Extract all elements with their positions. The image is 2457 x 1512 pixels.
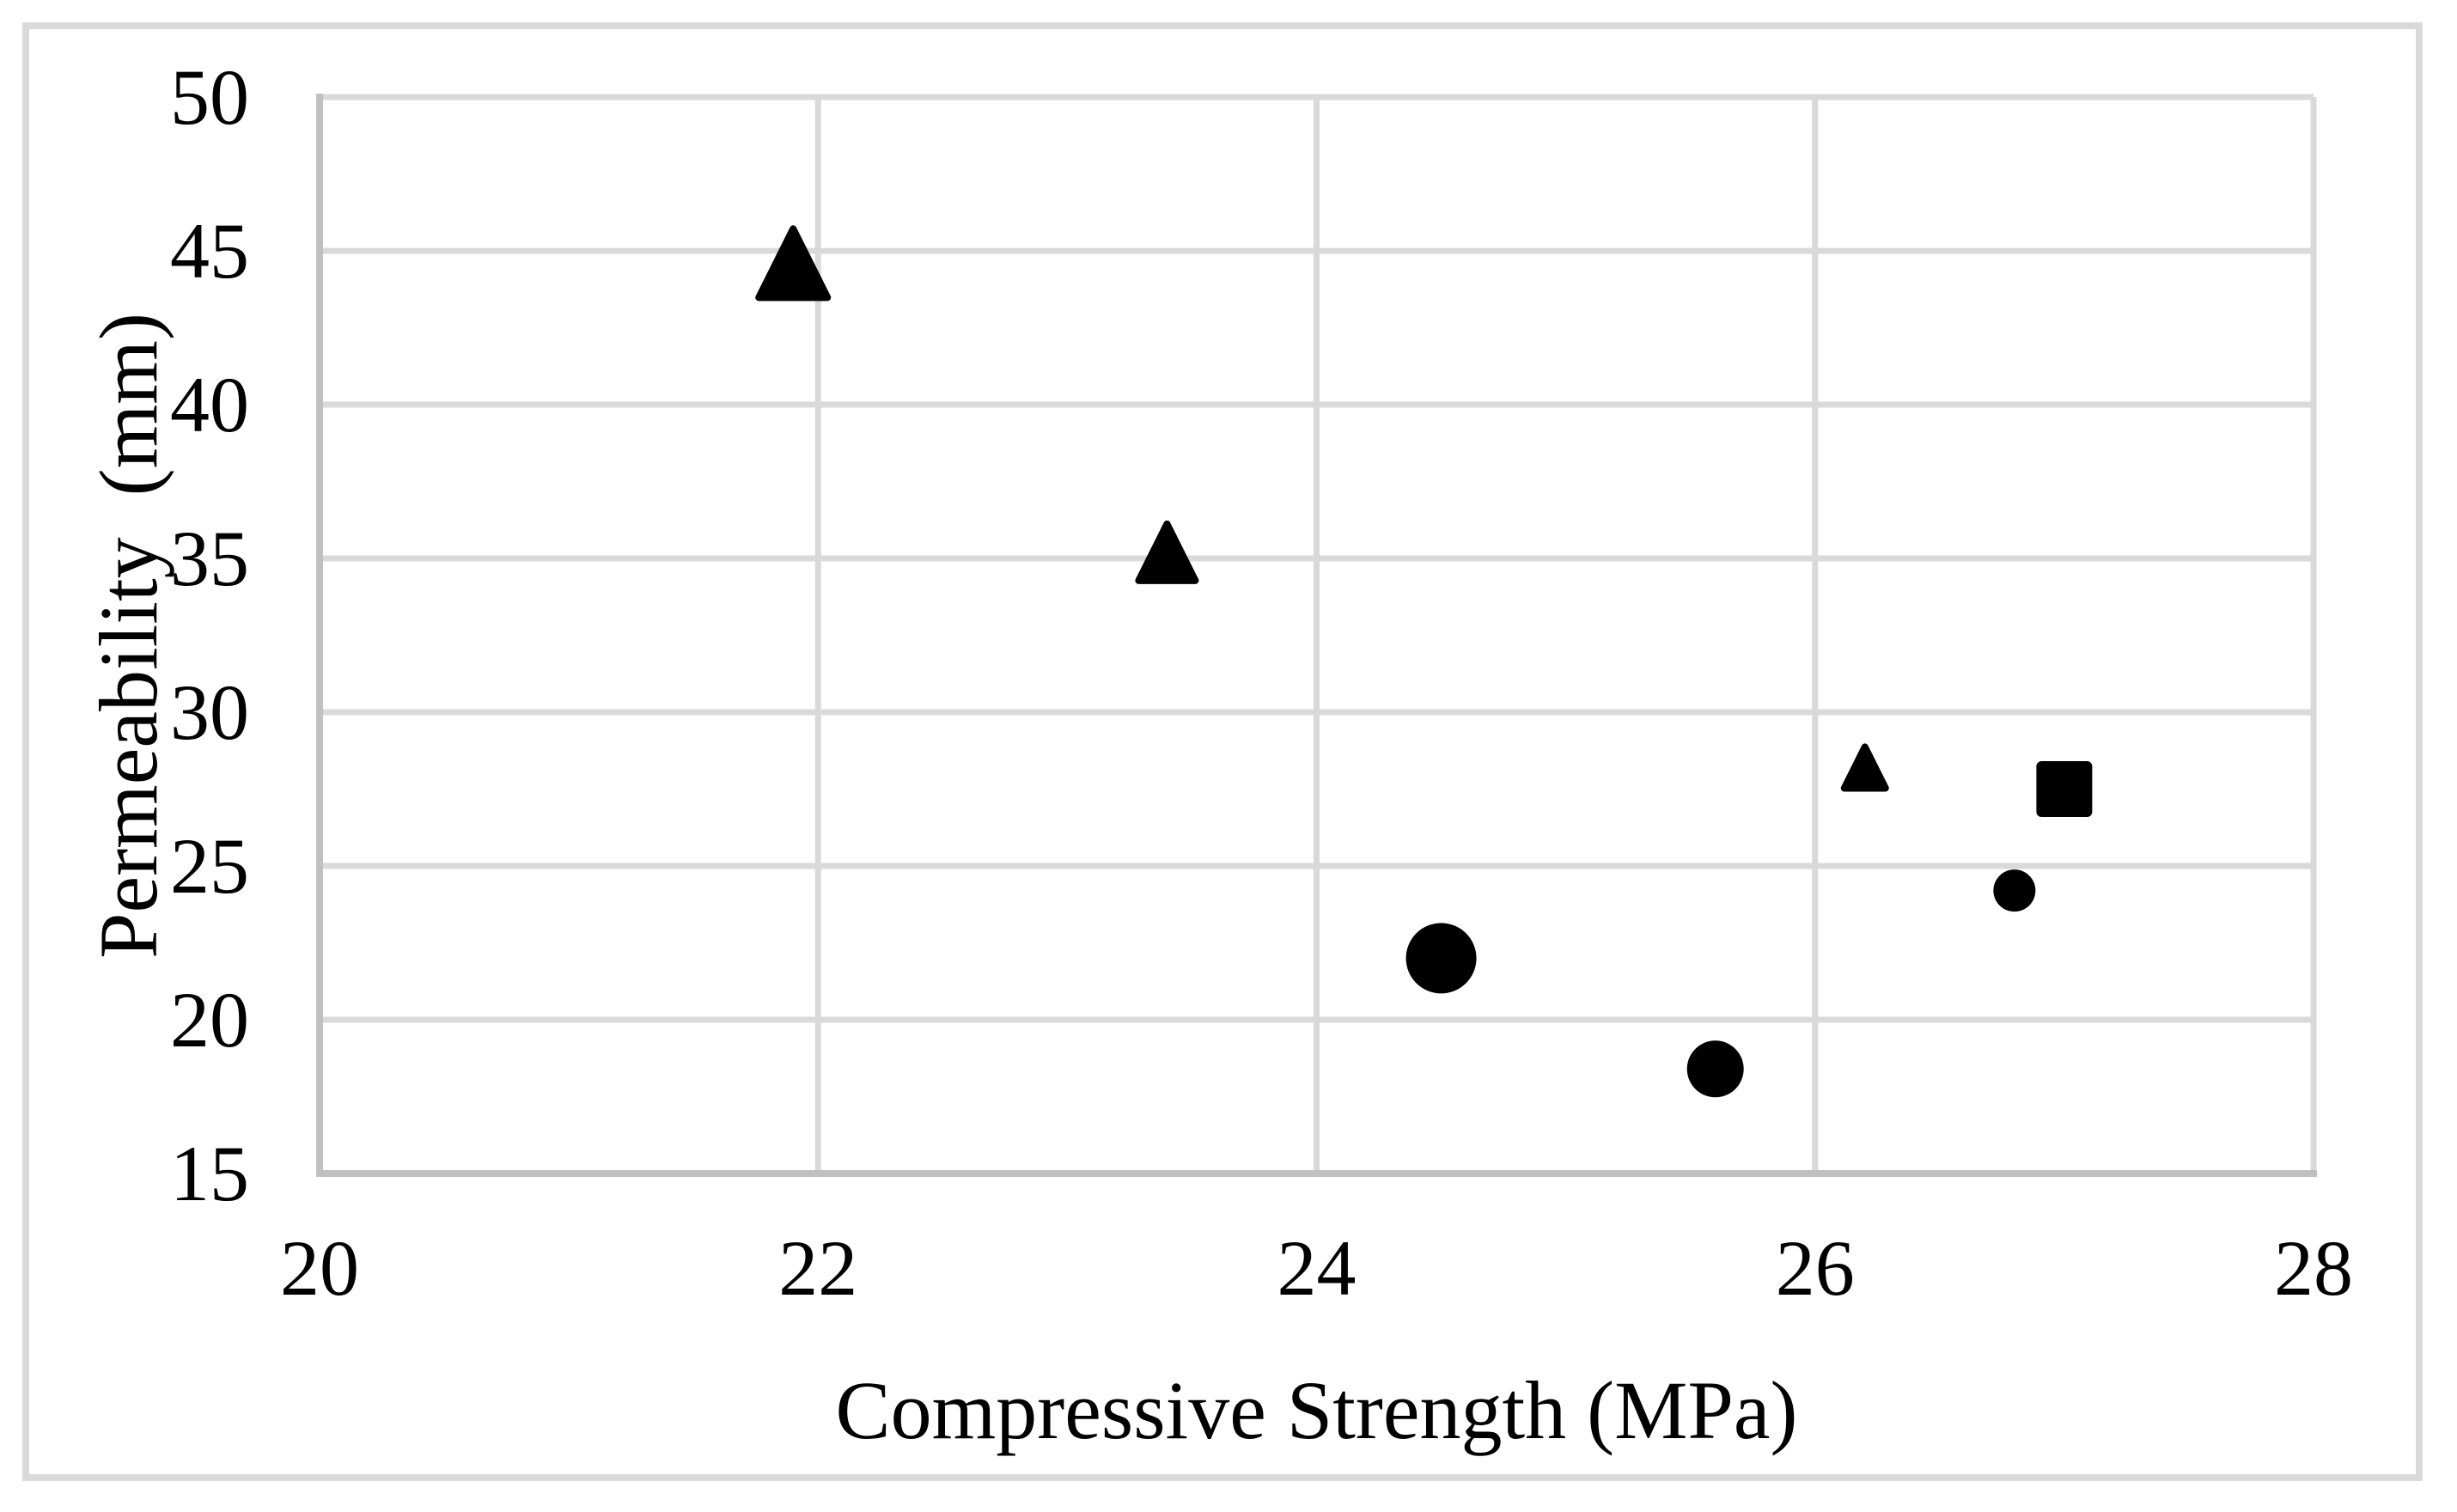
scatter-point-circle [1405,923,1477,994]
scatter-point-triangle [755,225,832,302]
scatter-point-circle [1686,1040,1744,1098]
x-tick-label: 22 [778,1224,858,1312]
scatter-point-square [2036,761,2093,817]
y-axis-title: Permeability (mm) [82,313,174,959]
x-tick-label: 24 [1277,1224,1357,1312]
scatter-point-triangle [1135,520,1199,584]
scatter-point-circle [1993,869,2036,912]
x-tick-label: 26 [1775,1224,1855,1312]
y-tick-label: 45 [170,207,249,295]
y-tick-label: 40 [170,361,249,448]
x-tick-label: 28 [2274,1224,2353,1312]
y-tick-label: 20 [170,976,249,1064]
y-tick-label: 25 [170,822,249,910]
figure-border [22,22,2423,1481]
y-tick-label: 35 [170,515,249,602]
x-tick-label: 20 [280,1224,359,1312]
y-tick-label: 30 [170,668,249,756]
x-axis-title: Compressive Strength (MPa) [835,1364,1798,1456]
y-tick-label: 50 [170,53,249,141]
y-tick-label: 15 [170,1130,249,1217]
scatter-point-triangle [1840,743,1889,792]
